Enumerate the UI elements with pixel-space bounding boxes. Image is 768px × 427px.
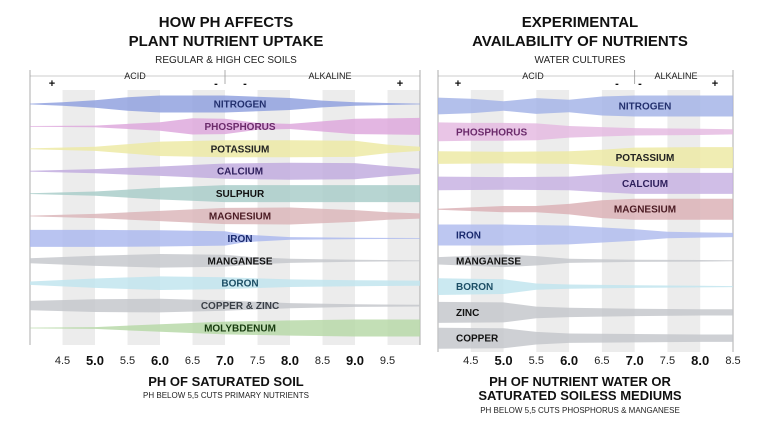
scale-sign: + [712,78,718,90]
nutrient-label: ZINC [456,308,479,319]
nutrient-band-magnesium [438,198,733,220]
nutrient-label: IRON [228,234,253,245]
zone-label-acid: ACID [124,71,146,81]
nutrient-band-nitrogen [30,95,420,113]
x-tick-label: 6.0 [560,353,578,368]
nutrient-label: MANGANESE [207,256,272,267]
chart-note: PH BELOW 5,5 CUTS PHOSPHORUS & MANGANESE [480,406,680,415]
nutrient-band-boron [30,276,420,290]
nutrient-band-calcium [30,162,420,180]
nutrient-label: COPPER & ZINC [201,301,279,312]
scale-sign: - [243,78,247,90]
x-tick-label: 9.0 [346,353,364,368]
x-axis-label-line: PH OF NUTRIENT WATER OR [489,374,671,389]
nutrient-band-potassium [30,140,420,158]
zone-label-alkaline: ALKALINE [308,71,351,81]
nutrient-band-iron [438,224,733,246]
x-tick-label: 5.0 [495,353,513,368]
chart-subtitle: WATER CULTURES [535,55,626,66]
scale-sign: + [455,78,461,90]
scale-sign: + [397,78,403,90]
nutrient-label: NITROGEN [214,100,267,111]
x-tick-label: 6.5 [185,355,200,367]
chart-title-line: EXPERIMENTAL [522,14,638,31]
nutrient-band-iron [30,229,420,247]
nutrient-label: POTASSIUM [616,153,675,164]
nutrient-band-boron [438,278,733,295]
nutrient-label: MAGNESIUM [614,205,676,216]
chart-title-line: PLANT NUTRIENT UPTAKE [129,33,324,50]
nutrient-band-nitrogen [438,95,733,117]
x-tick-label: 6.0 [151,353,169,368]
nutrient-label: BORON [456,282,493,293]
chart-title-line: AVAILABILITY OF NUTRIENTS [472,33,688,50]
x-tick-label: 8.5 [315,355,330,367]
x-tick-label: 8.0 [281,353,299,368]
x-tick-label: 7.5 [660,355,675,367]
nutrient-label: IRON [456,231,481,242]
x-tick-label: 8.5 [725,355,740,367]
nutrient-band-zinc [438,301,733,323]
nutrient-label: NITROGEN [619,102,672,113]
nutrient-band-phosphorus [30,117,420,135]
x-axis-label: PH OF SATURATED SOIL [148,374,304,389]
nutrient-label: PHOSPHORUS [456,127,527,138]
nutrient-band-sulphur [30,185,420,203]
nutrient-label: CALCIUM [217,167,263,178]
scale-sign: - [638,78,642,90]
chart-note: PH BELOW 5,5 CUTS PRIMARY NUTRIENTS [143,391,309,400]
nutrient-band-phosphorus [438,122,733,142]
scale-sign: + [49,78,55,90]
x-axis-label-line: SATURATED SOILESS MEDIUMS [478,388,682,403]
nutrient-band-calcium [438,172,733,194]
x-tick-label: 4.5 [55,355,70,367]
chart-title-line: HOW PH AFFECTS [159,14,293,31]
scale-sign: - [615,78,619,90]
chart-panel-1: HOW PH AFFECTS PLANT NUTRIENT UPTAKE REGUL… [29,14,421,400]
chart-panel-2: EXPERIMENTAL AVAILABILITY OF NUTRIENTS WAT… [437,14,741,415]
nutrient-band-manganese [30,254,420,268]
nutrient-band-molybdenum [30,319,420,337]
nutrient-band-copper-zinc [30,298,420,313]
nutrient-label: BORON [221,279,258,290]
nutrient-band-potassium [438,147,733,169]
x-tick-label: 6.5 [594,355,609,367]
nutrient-label: MANGANESE [456,256,521,267]
x-tick-label: 5.5 [529,355,544,367]
nutrient-band-magnesium [30,207,420,225]
scale-sign: - [214,78,218,90]
x-tick-label: 8.0 [691,353,709,368]
x-tick-label: 7.0 [216,353,234,368]
x-tick-label: 7.5 [250,355,265,367]
nutrient-label: POTASSIUM [211,144,270,155]
nutrient-label: CALCIUM [622,179,668,190]
x-tick-label: 7.0 [626,353,644,368]
zone-label-acid: ACID [522,71,544,81]
x-tick-label: 9.5 [380,355,395,367]
nutrient-label: MAGNESIUM [209,212,271,223]
nutrient-band-copper [438,327,733,349]
nutrient-label: COPPER [456,334,499,345]
x-tick-label: 5.0 [86,353,104,368]
chart-subtitle: REGULAR & HIGH CEC SOILS [155,55,297,66]
nutrient-label: SULPHUR [216,189,265,200]
nutrient-band-manganese [438,254,733,268]
zone-label-alkaline: ALKALINE [654,71,697,81]
x-tick-label: 4.5 [463,355,478,367]
nutrient-label: PHOSPHORUS [204,122,275,133]
nutrient-label: MOLYBDENUM [204,324,276,335]
x-tick-label: 5.5 [120,355,135,367]
